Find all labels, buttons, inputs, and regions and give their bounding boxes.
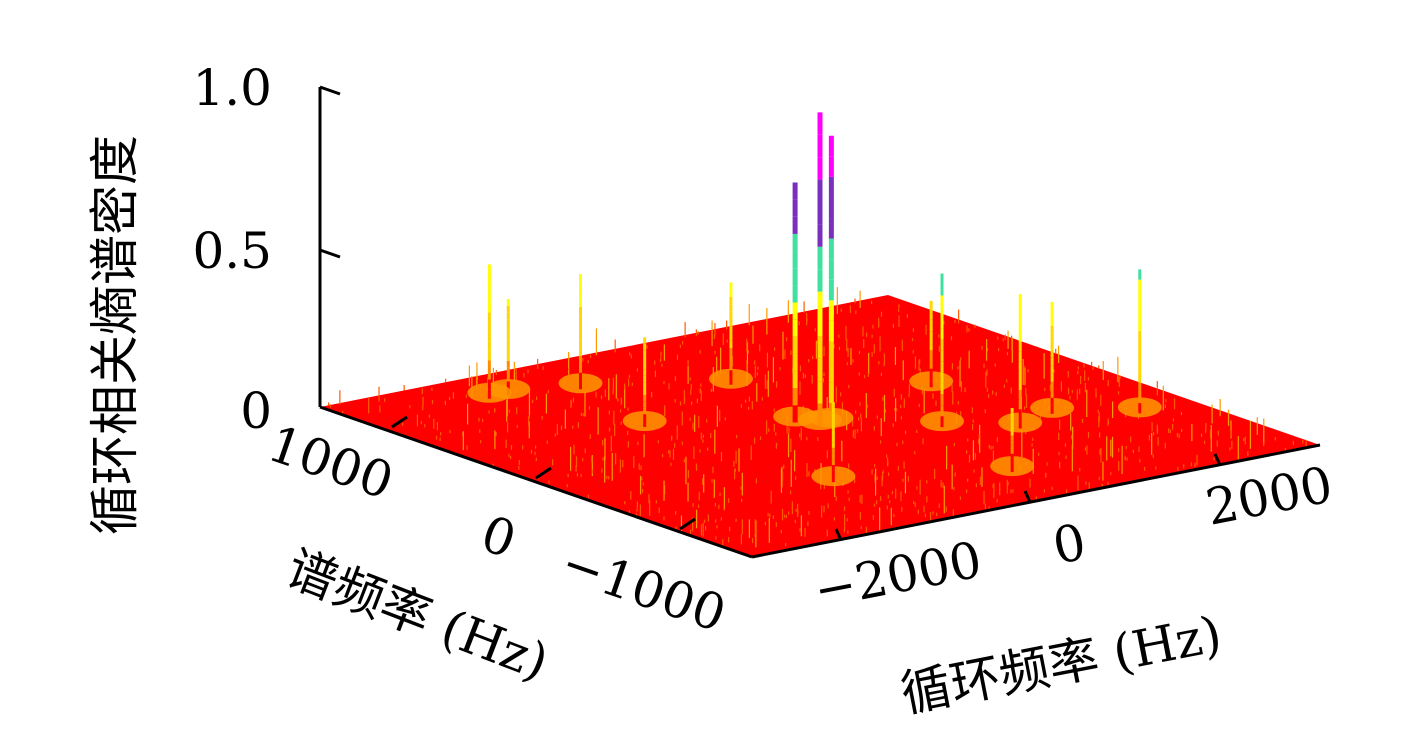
x-axis-line <box>319 405 753 559</box>
peak-mark <box>467 264 512 403</box>
y-tick-label-2000: 2000 <box>1201 456 1337 537</box>
z-tick-0.5 <box>319 248 341 259</box>
y-tick-2000 <box>1213 453 1222 466</box>
x-tick--1000 <box>679 517 696 531</box>
peak-mark <box>990 408 1035 477</box>
y-tick--2000 <box>834 528 843 541</box>
y-tick-label--2000: −2000 <box>809 531 986 620</box>
z-tick-label-1: 1.0 <box>192 59 272 117</box>
y-axis-line <box>751 443 1321 559</box>
x-tick-label-0: 0 <box>474 505 523 570</box>
y-axis-title: 循环频率 (Hz) <box>896 605 1226 724</box>
peaks-layer <box>467 112 1162 487</box>
z-tick-1 <box>319 85 341 96</box>
peak-mark <box>811 402 856 487</box>
peak-mark <box>920 273 965 432</box>
peak-mark <box>998 294 1043 433</box>
z-tick-label-0.5: 0.5 <box>192 222 272 280</box>
peak-mark <box>622 337 667 431</box>
peak-mark <box>773 182 818 427</box>
x-tick-label--1000: −1000 <box>554 534 733 644</box>
x-axis-title: 谱频率 (Hz) <box>279 539 556 692</box>
peak-mark <box>708 282 753 389</box>
x-tick-0 <box>535 466 552 480</box>
peak-mark <box>558 274 603 394</box>
y-tick-0 <box>1023 490 1032 503</box>
y-tick-label-0: 0 <box>1048 513 1090 576</box>
peak-mark <box>1030 301 1075 418</box>
z-axis-title: 循环相关熵谱密度 <box>86 135 144 535</box>
z-tick-label-0: 0 <box>240 382 272 440</box>
peak-mark <box>1117 269 1162 418</box>
peak-mark <box>798 112 842 430</box>
x-tick-1000 <box>391 415 408 429</box>
